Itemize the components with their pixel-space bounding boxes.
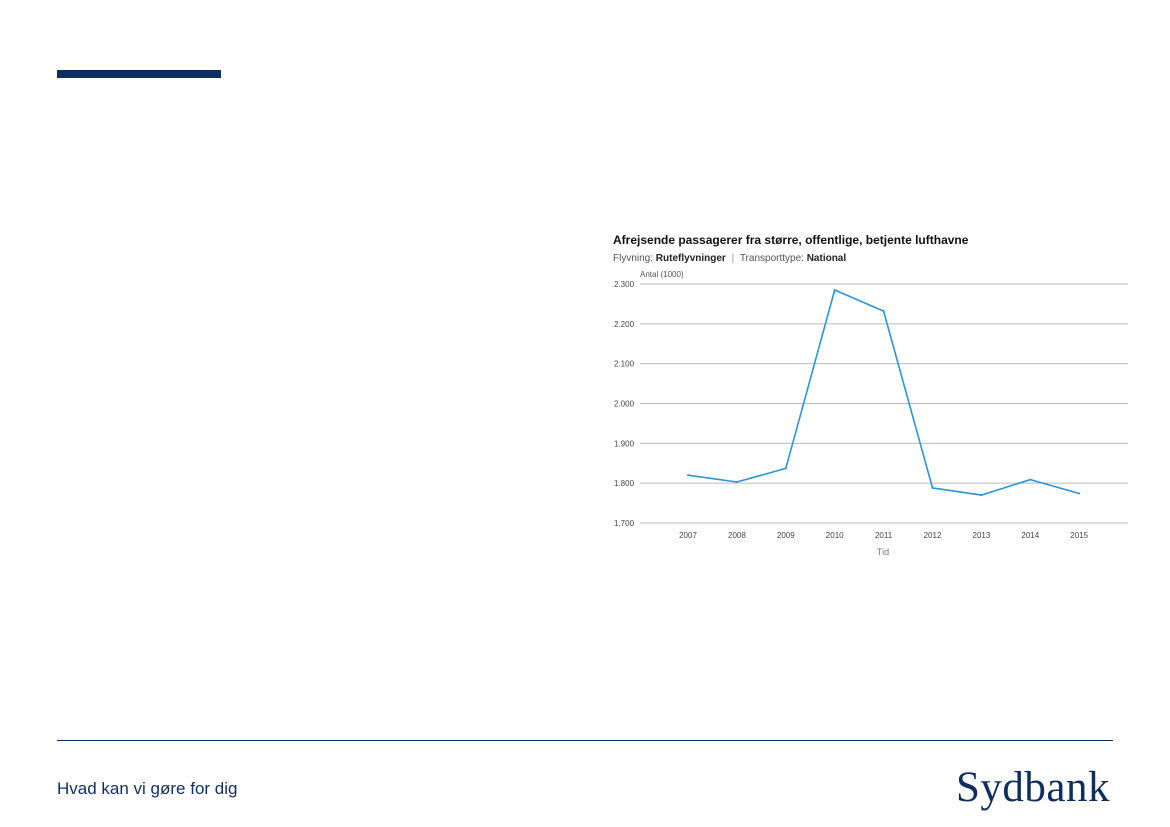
footer-divider	[57, 740, 1113, 741]
data-point	[735, 480, 738, 483]
x-axis-label: Tid	[877, 547, 889, 557]
y-tick-label: 2.200	[614, 320, 635, 329]
chart-subtitle: Flyvning: Ruteflyvninger | Transporttype…	[613, 253, 846, 264]
filter-transporttype-value: National	[806, 253, 847, 264]
y-tick-label: 1.800	[614, 479, 635, 488]
chart-title: Afrejsende passagerer fra større, offent…	[613, 233, 969, 247]
x-tick-label: 2010	[826, 531, 844, 540]
y-tick-label: 1.700	[614, 519, 635, 528]
series-line	[687, 289, 1080, 496]
data-point	[931, 486, 934, 489]
data-point	[980, 494, 983, 497]
line-chart: Antal (1000) 1.700 1.800 1.900 2.000 2.100 2.…	[614, 270, 1128, 557]
data-point	[1029, 478, 1032, 481]
x-tick-label: 2014	[1021, 531, 1039, 540]
x-tick-label: 2007	[679, 531, 697, 540]
x-tick-label: 2011	[875, 531, 893, 540]
data-point	[882, 310, 885, 313]
y-axis-label: Antal (1000)	[640, 270, 684, 279]
x-tick-label: 2009	[777, 531, 795, 540]
x-tick-label: 2012	[924, 531, 942, 540]
data-point	[1078, 492, 1081, 495]
filter-flyvning-value: Ruteflyvninger	[655, 253, 726, 264]
x-tick-label: 2015	[1070, 531, 1088, 540]
filter-flyvning-label: Flyvning:	[613, 253, 654, 264]
filter-separator: |	[731, 253, 735, 264]
title-accent-bar	[57, 70, 221, 78]
x-tick-label: 2013	[973, 531, 991, 540]
x-tick-label: 2008	[728, 531, 746, 540]
data-point	[784, 467, 787, 470]
data-point	[687, 474, 689, 477]
footer-tagline: Hvad kan vi gøre for dig	[57, 779, 238, 798]
y-tick-label: 2.100	[614, 360, 635, 369]
y-tick-label: 1.900	[614, 439, 635, 448]
y-tick-label: 2.300	[614, 280, 635, 289]
y-tick-label: 2.000	[614, 400, 635, 409]
filter-transporttype-label: Transporttype:	[739, 253, 804, 264]
data-point	[833, 288, 836, 291]
sydbank-logo: Sydbank	[956, 764, 1110, 811]
